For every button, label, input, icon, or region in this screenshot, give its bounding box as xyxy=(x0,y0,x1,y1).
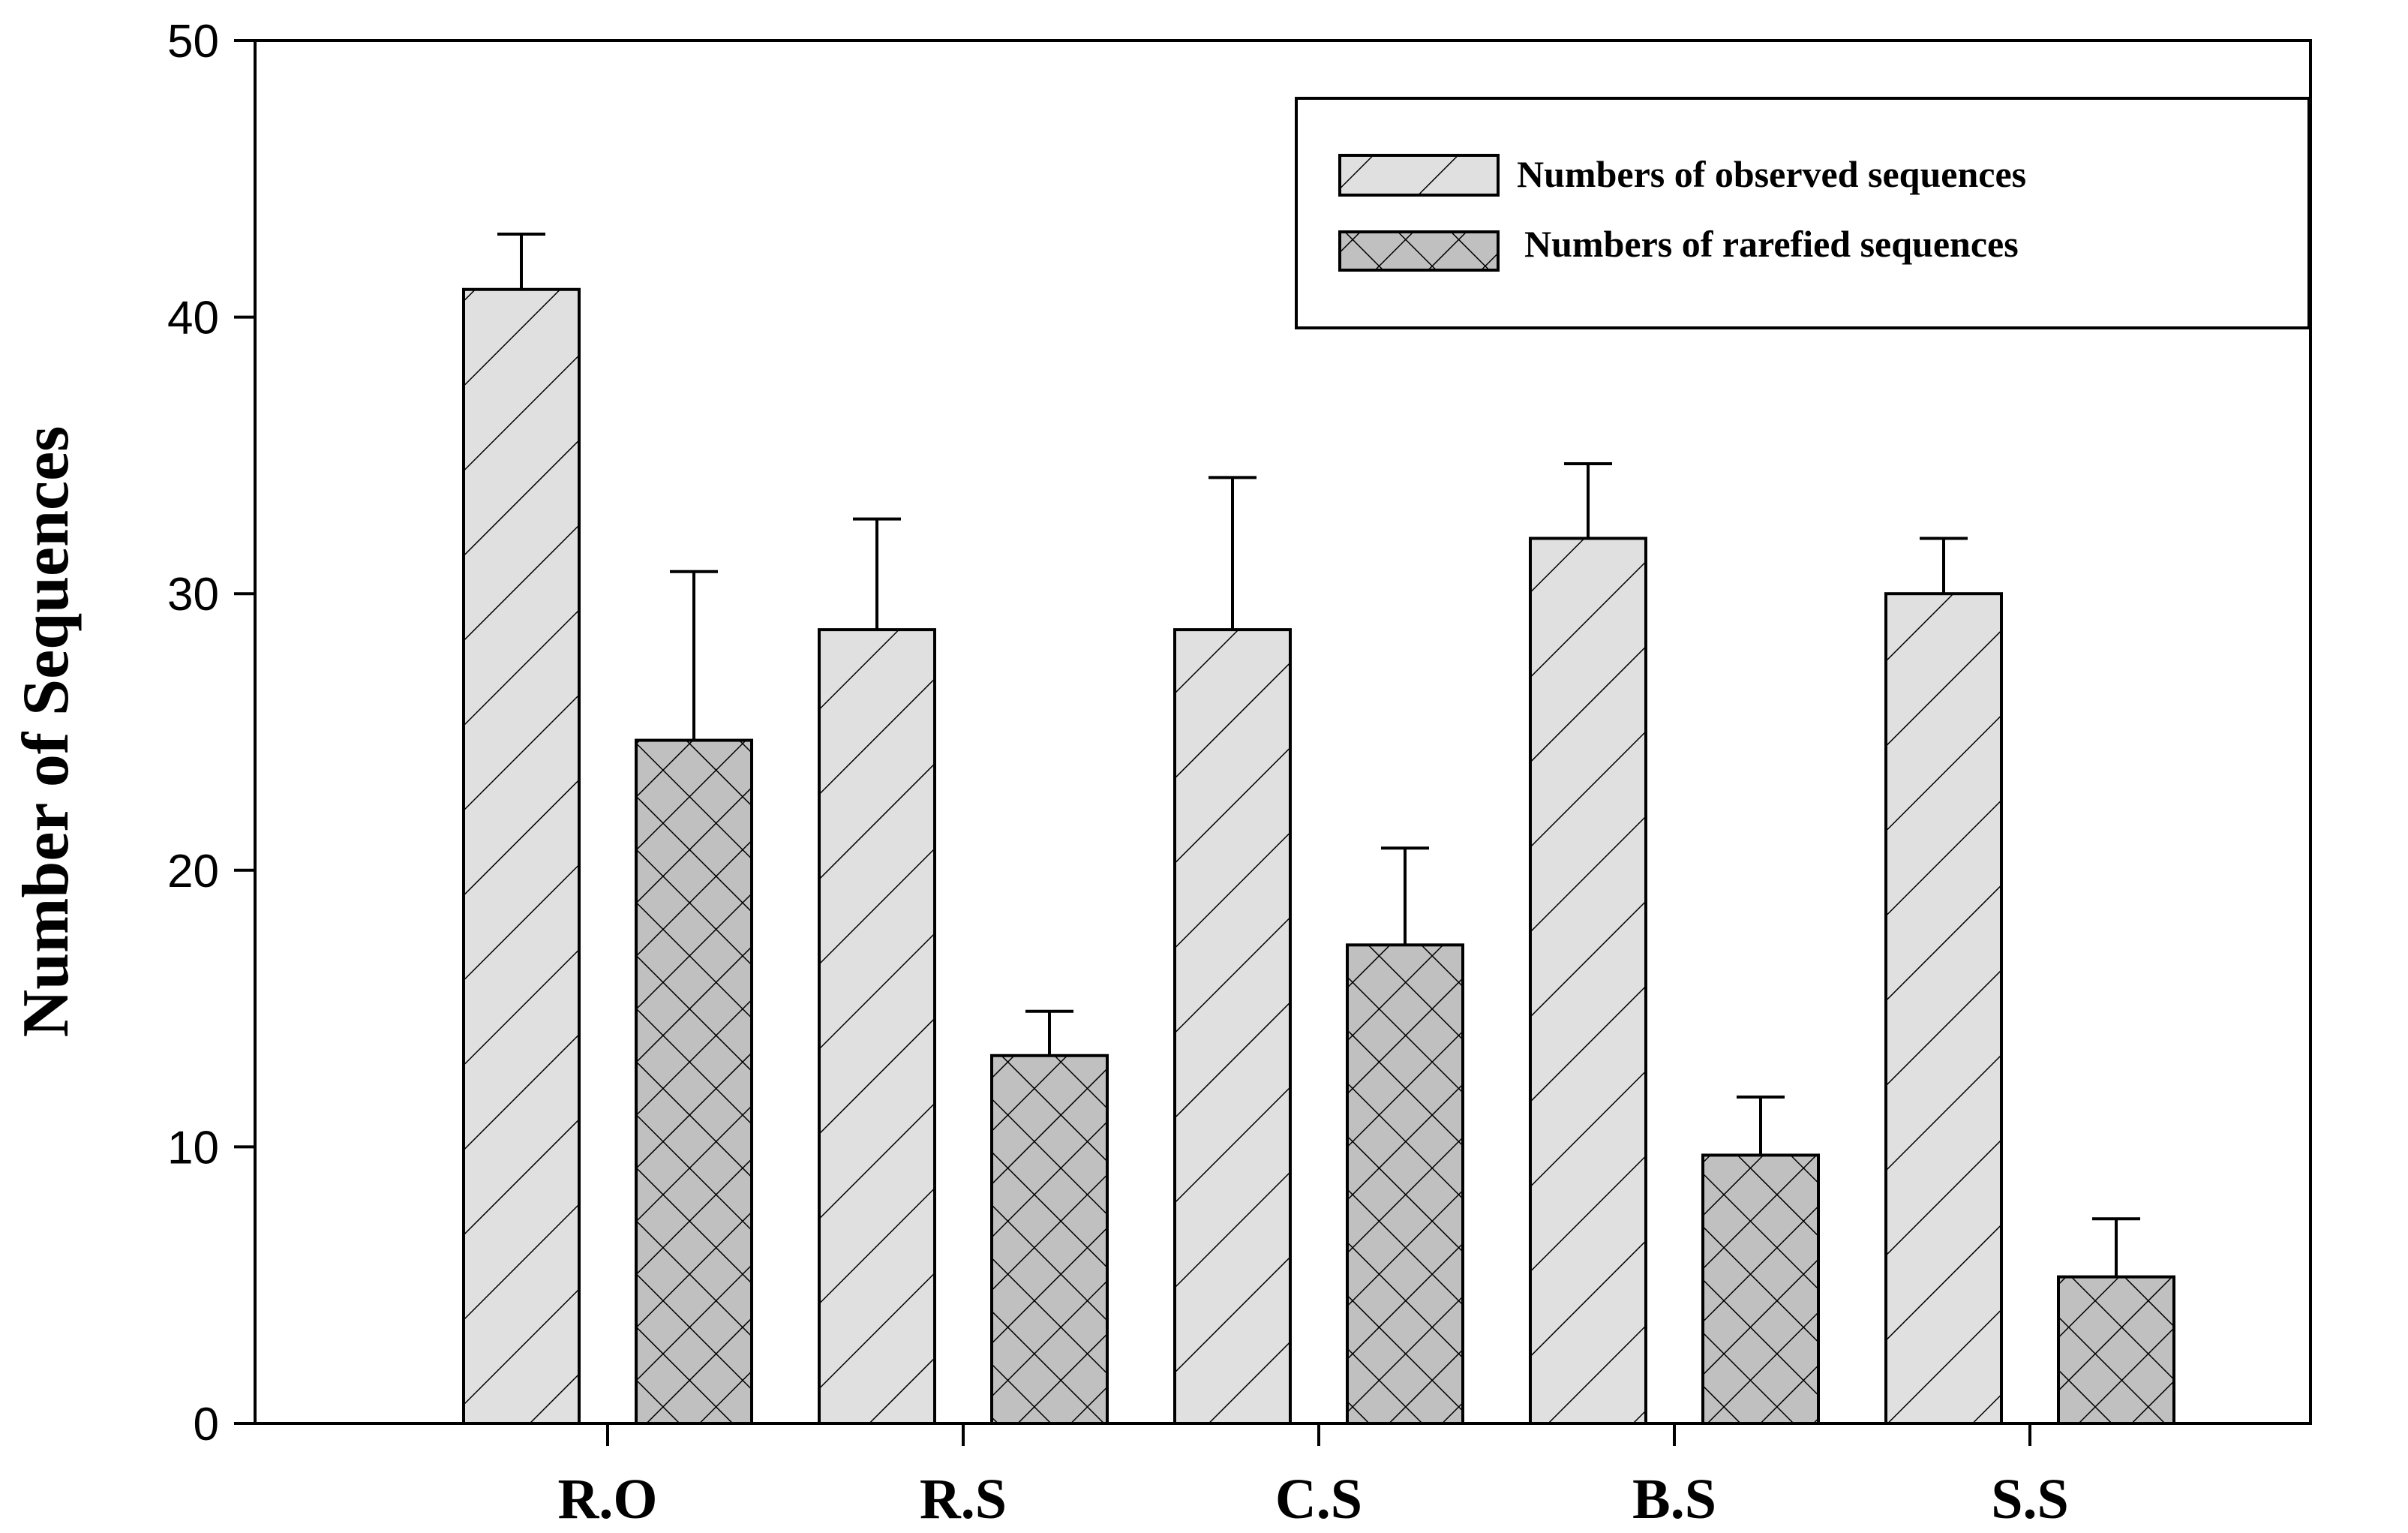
y-tick-label: 30 xyxy=(167,569,219,621)
legend-label-observed: Numbers of observed sequences xyxy=(1517,153,2026,195)
bar-observed-rs xyxy=(818,628,936,1425)
bar-observed-bs xyxy=(1529,537,1647,1425)
y-tick-label: 20 xyxy=(167,846,219,897)
y-axis-title: Number of Sequences xyxy=(10,426,83,1038)
bar-rarefied-bs xyxy=(1701,1153,1820,1425)
bar-rarefied-rs xyxy=(990,1054,1109,1425)
y-tick-label: 50 xyxy=(167,16,219,68)
legend: Numbers of observed sequences Numbers of… xyxy=(1295,97,2310,329)
x-category-label: C.S xyxy=(1275,1468,1362,1531)
legend-box xyxy=(1295,97,2310,329)
bar-observed-ss xyxy=(1884,592,2003,1426)
x-category-label: R.O xyxy=(558,1468,658,1531)
bar-rarefied-cs xyxy=(1346,943,1464,1425)
y-axis: 0 10 20 30 40 50 xyxy=(167,16,255,1450)
y-tick-label: 10 xyxy=(167,1122,219,1174)
y-tick-label: 0 xyxy=(194,1399,219,1450)
legend-swatch-observed xyxy=(1338,154,1500,197)
bar-observed-ro xyxy=(462,287,581,1425)
y-tick-label: 40 xyxy=(167,293,219,344)
bar-rarefied-ss xyxy=(2057,1275,2175,1425)
error-bar-group xyxy=(497,233,2140,1277)
legend-label-rarefied: Numbers of rarefied sequences xyxy=(1524,223,2019,265)
x-category-label: R.S xyxy=(920,1468,1007,1531)
x-category-label: S.S xyxy=(1991,1468,2069,1531)
bar-observed-cs xyxy=(1173,628,1292,1425)
bar-rarefied-ro xyxy=(635,738,753,1425)
bar-series-group xyxy=(462,287,2175,1426)
x-axis: R.O R.S C.S B.S S.S xyxy=(558,1423,2069,1531)
legend-swatch-rarefied xyxy=(1338,230,1500,272)
x-category-label: B.S xyxy=(1632,1468,1716,1531)
